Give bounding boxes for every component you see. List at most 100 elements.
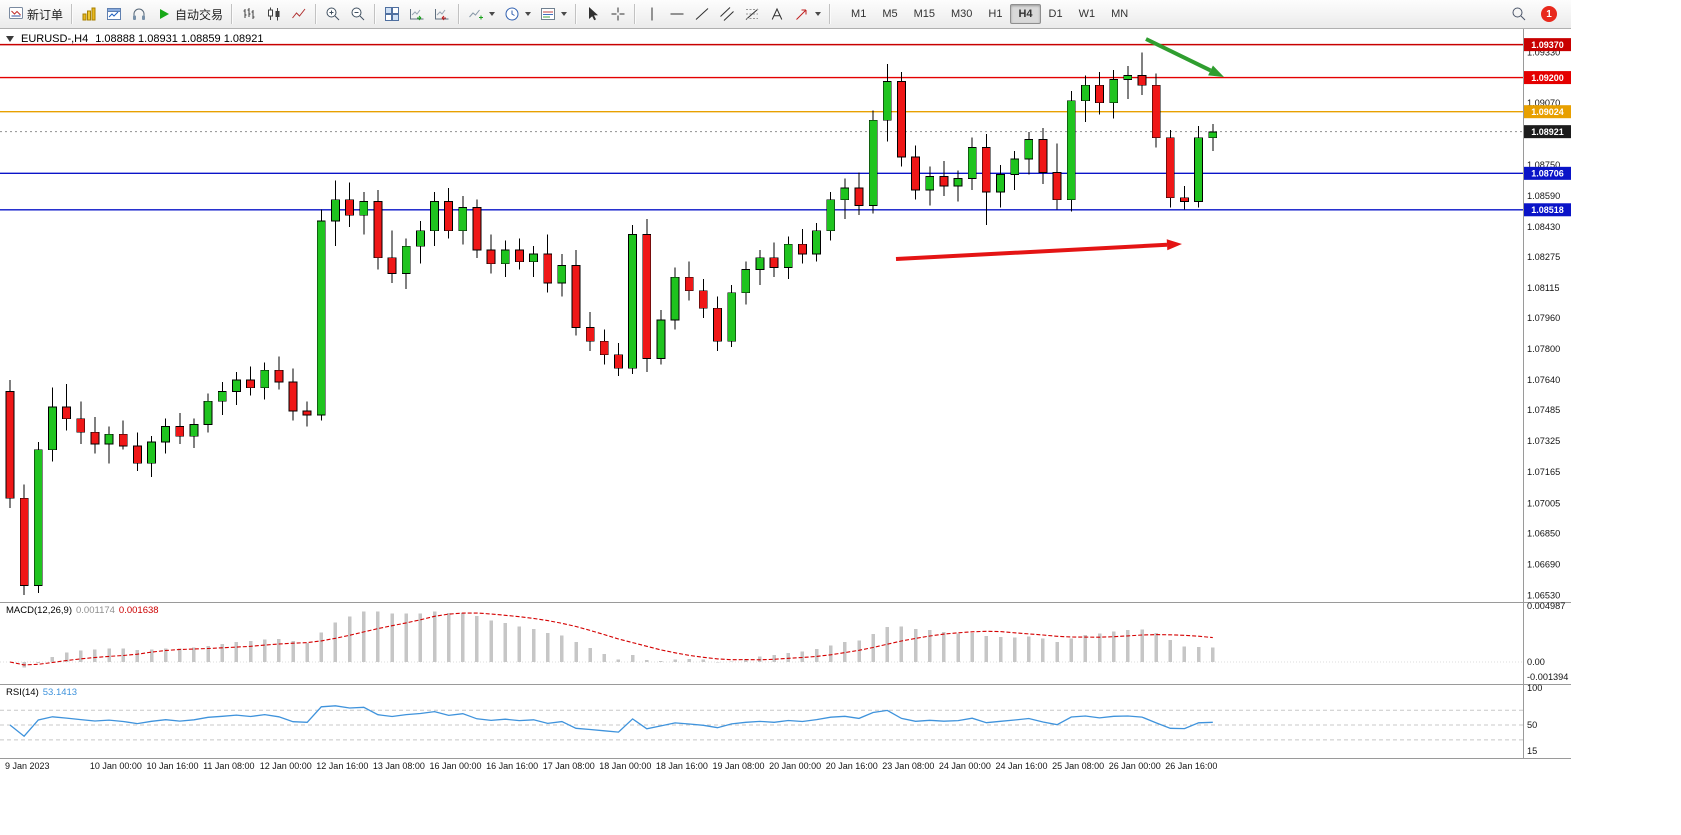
timeframe-button-mn[interactable]: MN (1103, 4, 1136, 24)
zoom-in-icon (326, 7, 340, 21)
red-right-arrow-head (1166, 239, 1182, 251)
chart-shift-button[interactable] (430, 3, 454, 26)
mt4-window: 新订单 自动交易 (0, 0, 1571, 780)
bear-candle (118, 433, 128, 447)
bear-candle (585, 327, 595, 342)
y-axis-label: 1.07960 (1527, 313, 1560, 323)
price-tag-label: 1.08518 (1531, 205, 1564, 215)
bull-candle (868, 119, 878, 206)
rsi-name: RSI(14) (6, 687, 39, 698)
terminal-button[interactable] (127, 3, 151, 26)
crosshair-icon (611, 7, 625, 21)
arrow-object-icon (796, 9, 807, 20)
bull-candle (783, 243, 793, 268)
bar-chart-type-button[interactable] (237, 3, 261, 26)
bear-candle (571, 265, 581, 329)
dropdown-caret-icon (561, 12, 568, 16)
y-axis-label: 1.07485 (1527, 405, 1560, 415)
arrows-tool-button[interactable] (790, 3, 825, 26)
time-axis-label: 12 Jan 00:00 (260, 761, 312, 771)
time-axis-label: 11 Jan 08:00 (203, 761, 254, 771)
trendline-button[interactable] (690, 3, 714, 26)
clock-icon (505, 7, 519, 21)
horizontal-line-button[interactable] (665, 3, 689, 26)
macd-axis-label: 0.00 (1527, 657, 1545, 667)
price-tag-label: 1.09024 (1531, 107, 1564, 117)
rsi-label: RSI(14) 53.1413 (6, 687, 77, 698)
time-axis-label: 16 Jan 16:00 (486, 761, 538, 771)
templates-button[interactable] (536, 3, 571, 26)
timeframe-button-m5[interactable]: M5 (874, 4, 905, 24)
bear-candle (373, 201, 383, 259)
bar-chart-icon (243, 8, 255, 19)
auto-trading-button[interactable]: 自动交易 (152, 3, 227, 26)
periods-button[interactable] (500, 3, 535, 26)
timeframe-button-w1[interactable]: W1 (1071, 4, 1104, 24)
toolbar-separator (374, 4, 377, 24)
bull-candle (925, 176, 935, 191)
zoom-out-button[interactable] (346, 3, 370, 26)
market-watch-button[interactable] (102, 3, 126, 26)
time-axis-label: 12 Jan 16:00 (316, 761, 368, 771)
rsi-axis-label: 15 (1527, 746, 1537, 756)
bull-candle (1109, 79, 1119, 104)
timeframe-button-h4[interactable]: H4 (1010, 4, 1041, 24)
indicators-button[interactable] (464, 3, 499, 26)
channel-button[interactable] (715, 3, 739, 26)
price-tag-label: 1.08706 (1531, 169, 1564, 179)
y-axis-label: 1.07165 (1527, 467, 1560, 477)
y-axis-label: 1.08590 (1527, 191, 1560, 201)
charts-button[interactable] (77, 3, 101, 26)
toolbar-separator (315, 4, 318, 24)
time-axis-label: 18 Jan 16:00 (656, 761, 708, 771)
green-down-arrow[interactable] (1145, 37, 1212, 73)
bear-candle (345, 199, 355, 216)
vertical-line-button[interactable] (640, 3, 664, 26)
zoom-in-button[interactable] (321, 3, 345, 26)
time-axis-label: 24 Jan 16:00 (996, 761, 1048, 771)
candlestick-type-button[interactable] (262, 3, 286, 26)
timeframe-button-h1[interactable]: H1 (980, 4, 1010, 24)
crosshair-button[interactable] (606, 3, 630, 26)
cursor-button[interactable] (581, 3, 605, 26)
bear-candle (981, 146, 991, 193)
tile-windows-button[interactable] (380, 3, 404, 26)
bull-candle (331, 199, 340, 222)
price-tag-label: 1.09200 (1531, 73, 1564, 83)
y-axis-label: 1.08750 (1527, 160, 1560, 170)
bear-candle (769, 257, 779, 268)
timeframe-button-d1[interactable]: D1 (1041, 4, 1071, 24)
search-button[interactable] (1507, 3, 1531, 26)
new-order-button[interactable]: 新订单 (4, 3, 67, 26)
timeframe-button-m15[interactable]: M15 (906, 4, 943, 24)
bull-candle (1208, 131, 1218, 139)
auto-scroll-button[interactable] (405, 3, 429, 26)
time-axis-label: 16 Jan 00:00 (430, 761, 482, 771)
line-chart-type-button[interactable] (287, 3, 311, 26)
fibonacci-button[interactable] (740, 3, 764, 26)
bull-candle (670, 276, 680, 321)
bear-candle (939, 176, 949, 187)
one-click-trading-toggle-icon[interactable] (6, 36, 14, 42)
bear-candle (684, 276, 694, 292)
y-axis-label: 1.06530 (1527, 590, 1560, 600)
zoom-out-icon (351, 7, 365, 21)
macd-label: MACD(12,26,9) 0.001174 0.001638 (6, 605, 159, 616)
bear-candle (274, 369, 284, 383)
bear-candle (599, 340, 609, 356)
notification-badge[interactable]: 1 (1541, 6, 1557, 22)
dropdown-caret-icon (489, 12, 496, 16)
text-tool-button[interactable] (765, 3, 789, 26)
timeframe-button-m1[interactable]: M1 (843, 4, 874, 24)
bull-candle (840, 187, 850, 201)
red-right-arrow[interactable] (895, 242, 1168, 261)
bear-candle (543, 253, 553, 284)
bull-candle (147, 441, 156, 464)
bull-candle (529, 253, 538, 263)
bull-candle (316, 220, 326, 416)
timeframe-button-m30[interactable]: M30 (943, 4, 980, 24)
chart-canvas[interactable]: 1.09330 1.09070 1.08750 1.08590 1.08430 1.082… (0, 29, 1571, 780)
chart-shift-icon (435, 9, 449, 21)
bear-candle (854, 187, 864, 206)
y-axis-label: 1.07640 (1527, 375, 1560, 385)
